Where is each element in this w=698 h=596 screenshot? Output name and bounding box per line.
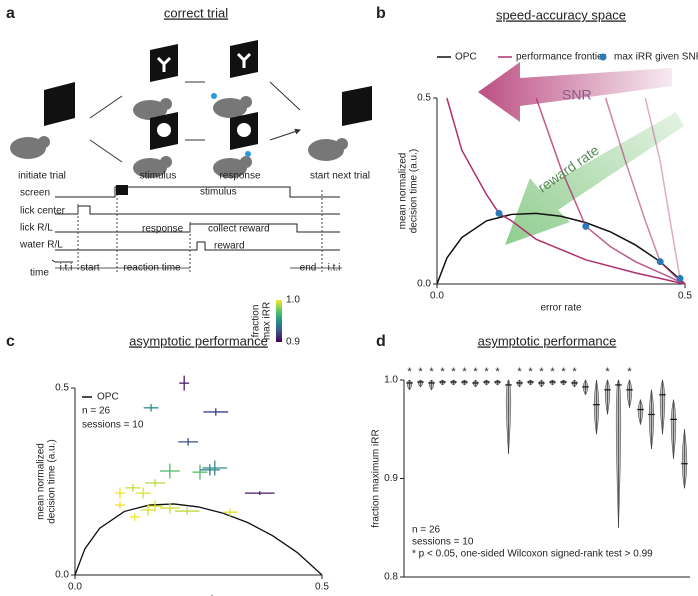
max-point [676,274,684,282]
frontier-line [446,97,686,285]
opc-line [436,212,686,285]
opc-line [74,503,323,576]
x-tick-label: 0.5 [315,582,329,593]
y-tick-label: 0.5 [417,93,431,104]
max-point [495,209,503,217]
frontier-line [535,97,686,285]
interval-label: i.t.i [328,263,341,274]
row-label: water R/L [19,240,63,251]
legend-label: max iRR given SNR [614,52,698,63]
x-tick-label: 0.5 [678,291,692,302]
x-tick-label: 0.0 [430,291,444,302]
y-tick-label: 0.0 [417,279,431,290]
significance-star: * [418,366,423,378]
legend-label: OPC [97,392,119,403]
significance-star: * [462,366,467,378]
annotation: SNR [562,87,592,103]
legend-label: OPC [455,52,477,63]
interval-label: i.t.i [60,263,73,274]
title: correct trial [164,5,228,20]
step-label: initiate trial [18,171,66,182]
y-tick-label: 1.0 [384,375,398,386]
significance-star: * [572,366,577,378]
significance-star: * [550,366,555,378]
note: * p < 0.05, one-sided Wilcoxon signed-ra… [412,549,653,560]
timeline [51,185,342,272]
colorbar-tick-label: 1.0 [286,295,300,306]
significance-star: * [495,366,500,378]
interval-label: reaction time [123,263,181,274]
significance-star: * [429,366,434,378]
significance-star: * [561,366,566,378]
y-axis-label: decision time (a.u.) [409,149,420,233]
snr-arrow [478,62,672,122]
y-tick-label: 0.5 [55,383,69,394]
axis [74,388,322,576]
colorbar-label: fraction [251,305,262,338]
significance-star: * [484,366,489,378]
event-label: stimulus [200,187,237,198]
x-tick-label: 0.0 [68,582,82,593]
panel-label: d [376,333,386,350]
reward-rate-arrow [505,112,684,245]
y-axis-label: fraction maximum iRR [371,429,382,527]
y-axis-label: mean normalized [36,443,47,520]
significance-star: * [539,366,544,378]
step-label: response [219,171,261,182]
x-axis-label: error rate [178,594,220,596]
step-label: stimulus [140,171,177,182]
row-label: screen [20,188,50,199]
legend-swatch [599,53,607,61]
panel-a: correct trial initiate trial stimulus re… [10,5,372,279]
significance-star: * [517,366,522,378]
significance-star: * [440,366,445,378]
panel-label: b [376,5,386,22]
event-label: response [142,224,184,235]
note: n = 26 [82,406,111,417]
panel-label: c [6,333,15,350]
row-label: time [30,268,49,279]
note: sessions = 10 [412,537,474,548]
panel-label: a [6,5,15,22]
colorbar [276,300,282,342]
chart-title: asymptotic performance [478,333,617,348]
y-tick-label: 0.9 [384,473,398,484]
illustration [10,40,372,178]
interval-label: start [80,263,100,274]
y-axis-label: decision time (a.u.) [47,439,58,523]
max-point [582,222,590,230]
colorbar-label: max iRR [262,302,273,340]
y-tick-label: 0.0 [55,570,69,581]
legend-label: performance frontier [516,52,607,63]
chart-title: asymptotic performance [129,333,268,348]
x-axis-label: error rate [540,303,582,314]
note: n = 26 [412,525,441,536]
significance-star: * [627,366,632,378]
interval-label: end [300,263,317,274]
event-label: reward [214,241,245,252]
note: sessions = 10 [82,420,144,431]
max-point [656,258,664,266]
significance-star: * [528,366,533,378]
chart-title: speed-accuracy space [496,7,626,22]
event-label: collect reward [208,224,270,235]
colorbar-tick-label: 0.9 [286,337,300,348]
y-axis-label: mean normalized [398,153,409,230]
significance-star: * [407,366,412,378]
significance-star: * [451,366,456,378]
step-label: start next trial [310,171,370,182]
significance-star: * [473,366,478,378]
row-label: lick R/L [20,223,53,234]
row-label: lick center [20,206,66,217]
significance-star: * [605,366,610,378]
y-tick-label: 0.8 [384,572,398,583]
